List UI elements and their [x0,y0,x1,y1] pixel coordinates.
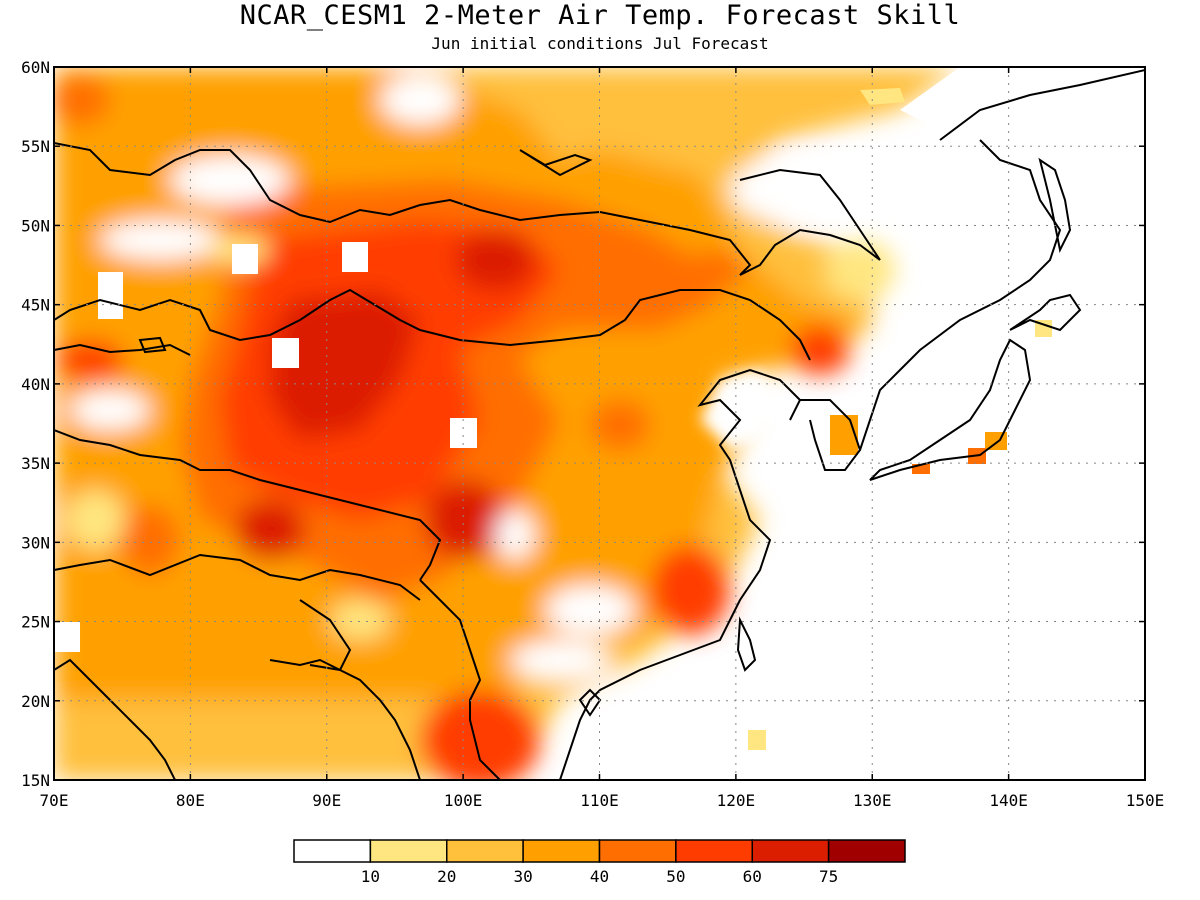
lon-label: 150E [1126,791,1165,810]
lat-label: 55N [21,137,50,156]
lon-label: 70E [40,791,69,810]
map-subtitle: Jun initial conditions Jul Forecast [431,34,769,53]
lat-label: 15N [21,771,50,790]
lat-label: 50N [21,216,50,235]
lat-label: 20N [21,692,50,711]
colorbar-swatch [827,839,906,863]
lat-label: 25N [21,613,50,632]
colorbar-label: 20 [437,867,456,886]
lat-label: 40N [21,375,50,394]
lon-label: 100E [444,791,483,810]
lat-label: 30N [21,533,50,552]
lat-label: 60N [21,58,50,77]
lon-label: 120E [717,791,756,810]
colorbar: 10 20 30 40 50 60 75 [293,839,906,886]
colorbar-label: 30 [513,867,532,886]
colorbar-swatch [675,839,753,863]
graticule [53,66,1146,781]
colorbar-swatch [293,839,372,863]
colorbar-label: 60 [743,867,762,886]
lon-label: 90E [312,791,341,810]
colorbar-label: 10 [361,867,380,886]
lon-label: 130E [853,791,892,810]
colorbar-swatch [446,839,524,863]
coastlines [54,69,1145,780]
lon-label: 140E [989,791,1028,810]
colorbar-swatch [751,839,830,863]
skill-field [54,67,1145,780]
map-title: NCAR_CESM1 2-Meter Air Temp. Forecast Sk… [239,0,961,31]
colorbar-swatch [522,839,601,863]
lon-label: 110E [580,791,619,810]
lat-label: 35N [21,454,50,473]
colorbar-label: 50 [666,867,685,886]
lon-label: 80E [176,791,205,810]
colorbar-swatch [369,839,448,863]
colorbar-label: 40 [590,867,609,886]
colorbar-label: 75 [819,867,838,886]
lat-label: 45N [21,296,50,315]
colorbar-swatch [598,839,677,863]
